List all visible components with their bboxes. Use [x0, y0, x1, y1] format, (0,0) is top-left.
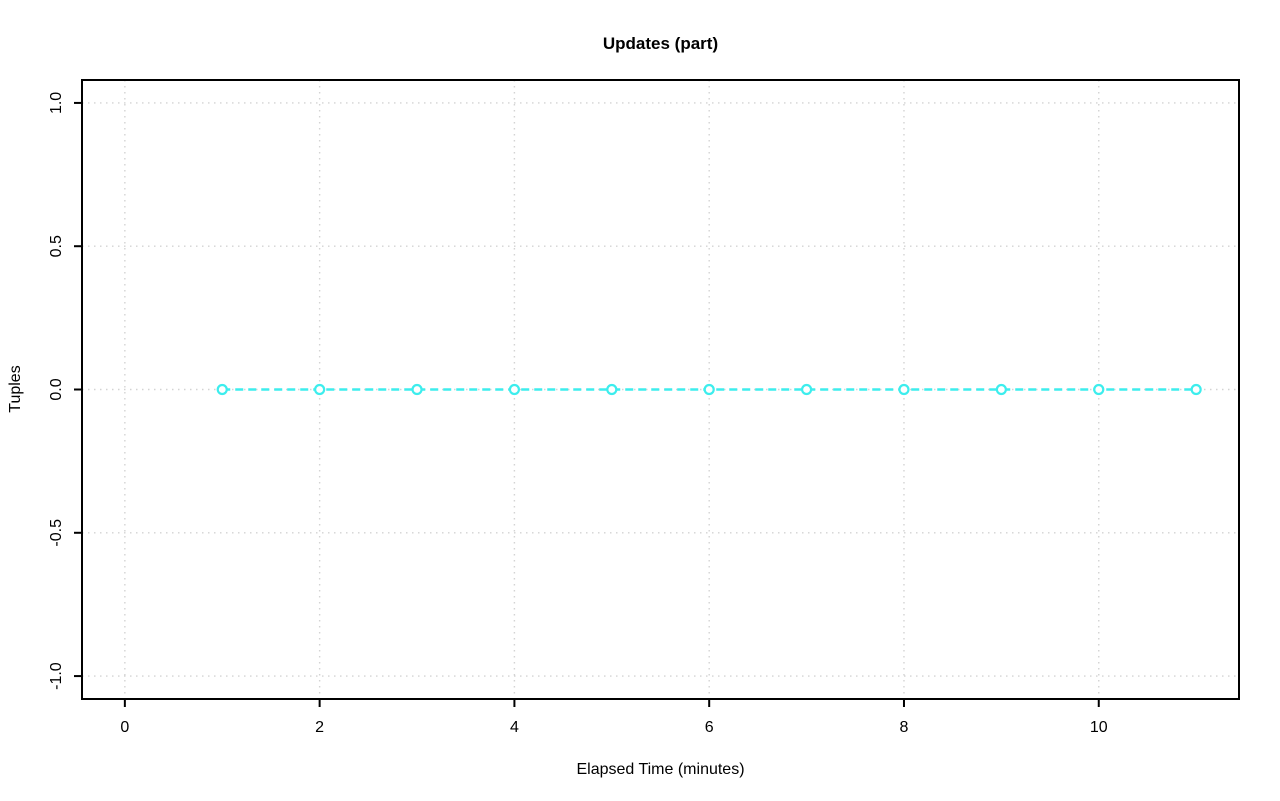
data-point — [1093, 383, 1105, 396]
data-point — [314, 383, 326, 396]
x-tick-label: 2 — [315, 719, 324, 736]
y-tick-label: 0.0 — [48, 378, 65, 400]
data-point — [703, 383, 715, 396]
chart-title: Updates (part) — [602, 34, 719, 53]
x-tick-label: 10 — [1090, 719, 1108, 736]
data-point — [995, 383, 1007, 396]
data-point — [898, 383, 910, 396]
data-point — [411, 383, 423, 396]
data-point — [216, 383, 228, 396]
y-tick-label: 1.0 — [48, 92, 65, 114]
x-axis-title: Elapsed Time (minutes) — [576, 761, 745, 778]
data-point — [606, 383, 618, 396]
x-tick-label: 6 — [705, 719, 714, 736]
x-tick-label: 0 — [120, 719, 129, 736]
x-tick-label: 8 — [900, 719, 909, 736]
y-tick-label: -0.5 — [48, 519, 65, 547]
data-point — [508, 383, 521, 396]
y-tick-label: 0.5 — [48, 235, 65, 257]
data-point — [1190, 383, 1202, 396]
y-tick-label: -1.0 — [48, 662, 65, 690]
data-point — [800, 383, 813, 396]
x-tick-label: 4 — [510, 719, 519, 736]
